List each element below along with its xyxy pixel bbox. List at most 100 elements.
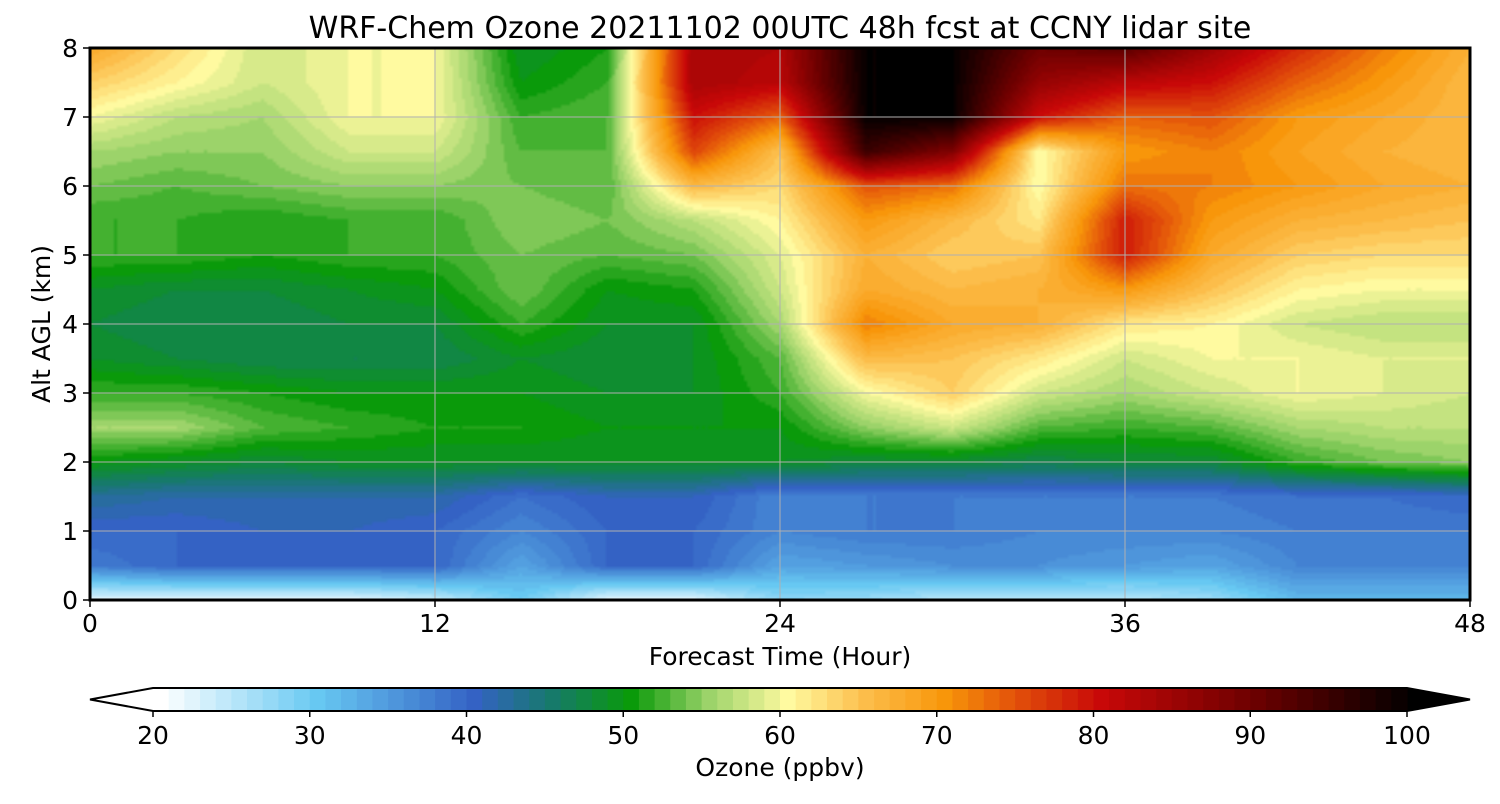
colorbar-level — [529, 688, 546, 711]
colorbar-level — [466, 688, 483, 711]
colorbar-level — [419, 688, 436, 711]
colorbar-level — [200, 688, 217, 711]
colorbar-level — [999, 688, 1016, 711]
colorbar-level — [341, 688, 358, 711]
y-tick-label: 0 — [62, 586, 78, 615]
y-tick-label: 4 — [62, 310, 78, 339]
colorbar-level — [1077, 688, 1095, 711]
colorbar-level — [591, 688, 609, 711]
colorbar-level — [450, 688, 468, 711]
y-tick-label: 2 — [62, 448, 78, 477]
colorbar-tick-label: 70 — [921, 721, 953, 750]
colorbar-level — [1062, 688, 1079, 711]
x-tick-label: 24 — [764, 609, 796, 638]
colorbar-level — [513, 688, 530, 711]
colorbar-level — [1297, 688, 1314, 711]
colorbar-level — [889, 688, 906, 711]
colorbar-level — [827, 688, 844, 711]
colorbar-level — [623, 688, 640, 711]
colorbar-level — [717, 688, 734, 711]
colorbar-level — [685, 688, 703, 711]
colorbar-level — [1234, 688, 1251, 711]
y-tick-label: 5 — [62, 241, 78, 270]
colorbar-level — [701, 688, 718, 711]
y-tick-label: 6 — [62, 172, 78, 201]
colorbar-level — [780, 688, 797, 711]
colorbar-level — [1265, 688, 1283, 711]
colorbar-level — [403, 688, 421, 711]
y-tick-label: 7 — [62, 103, 78, 132]
colorbar-level — [842, 688, 859, 711]
colorbar: 20 30 40 50 60 70 80 90 100 — [89, 687, 1471, 750]
colorbar-level — [748, 688, 765, 711]
colorbar-tick-label: 80 — [1078, 721, 1110, 750]
colorbar-level — [435, 688, 452, 711]
colorbar-level — [247, 688, 264, 711]
colorbar-level — [497, 688, 515, 711]
colorbar-level — [764, 688, 781, 711]
colorbar-level — [1093, 688, 1110, 711]
colorbar-level — [874, 688, 891, 711]
colorbar-level — [936, 688, 954, 711]
y-tick-label: 1 — [62, 517, 78, 546]
colorbar-level — [1359, 688, 1377, 711]
colorbar-extend-low — [90, 688, 153, 711]
colorbar-level — [294, 688, 311, 711]
colorbar-level — [372, 688, 389, 711]
colorbar-level — [732, 688, 750, 711]
colorbar-level — [607, 688, 624, 711]
colorbar-level — [388, 688, 405, 711]
colorbar-tick-label: 100 — [1383, 721, 1431, 750]
colorbar-level — [1344, 688, 1361, 711]
x-axis-label: Forecast Time (Hour) — [649, 642, 912, 671]
colorbar-level — [1312, 688, 1330, 711]
colorbar-level — [638, 688, 656, 711]
colorbar-level — [1124, 688, 1142, 711]
y-axis: 0 1 2 3 4 5 6 7 8 — [62, 34, 90, 615]
colorbar-level — [795, 688, 812, 711]
colorbar-level — [1156, 688, 1173, 711]
colorbar-level — [544, 688, 562, 711]
colorbar-level — [231, 688, 248, 711]
colorbar-level — [1250, 688, 1267, 711]
colorbar-tick-label: 90 — [1234, 721, 1266, 750]
colorbar-level — [1171, 688, 1189, 711]
colorbar-tick-label: 30 — [294, 721, 326, 750]
colorbar-level — [1046, 688, 1063, 711]
y-tick-label: 3 — [62, 379, 78, 408]
colorbar-level — [560, 688, 577, 711]
colorbar-level — [952, 688, 969, 711]
y-tick-label: 8 — [62, 34, 78, 63]
colorbar-level — [215, 688, 232, 711]
colorbar-level — [1109, 688, 1126, 711]
colorbar-level — [1281, 688, 1298, 711]
colorbar-level — [983, 688, 1001, 711]
colorbar-tick-label: 20 — [137, 721, 169, 750]
colorbar-level — [1203, 688, 1220, 711]
colorbar-level — [153, 688, 170, 711]
x-tick-label: 48 — [1454, 609, 1486, 638]
chart-title: WRF-Chem Ozone 20211102 00UTC 48h fcst a… — [309, 11, 1252, 46]
colorbar-level — [1030, 688, 1048, 711]
colorbar-level — [309, 688, 327, 711]
colorbar-label: Ozone (ppbv) — [695, 753, 864, 782]
colorbar-level — [325, 688, 342, 711]
colorbar-level — [1140, 688, 1157, 711]
colorbar-level — [1218, 688, 1236, 711]
colorbar-level — [654, 688, 671, 711]
colorbar-level — [1391, 688, 1408, 711]
colorbar-level — [905, 688, 922, 711]
x-axis: 0 12 24 36 48 — [82, 600, 1486, 638]
colorbar-level — [576, 688, 593, 711]
colorbar-level — [1328, 688, 1345, 711]
plot-area — [88, 46, 1472, 602]
colorbar-level — [168, 688, 185, 711]
x-tick-label: 12 — [419, 609, 451, 638]
x-tick-label: 36 — [1109, 609, 1141, 638]
colorbar-level — [1375, 688, 1392, 711]
colorbar-level — [858, 688, 875, 711]
colorbar-tick-label: 60 — [764, 721, 796, 750]
y-axis-label: Alt AGL (km) — [27, 245, 56, 403]
colorbar-level — [670, 688, 687, 711]
